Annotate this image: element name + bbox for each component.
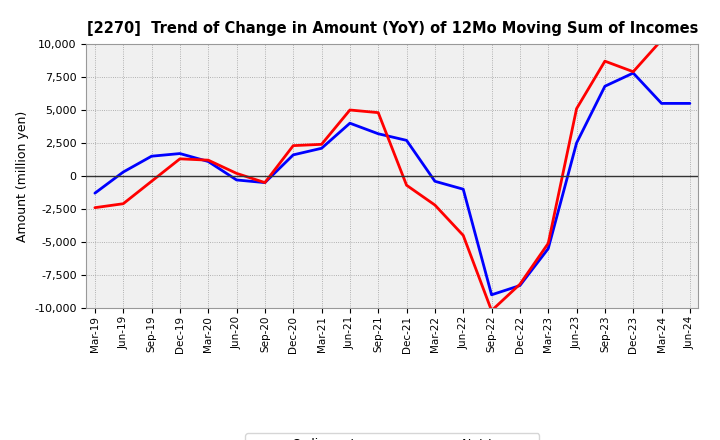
- Ordinary Income: [119, 169, 127, 175]
- Title: [2270]  Trend of Change in Amount (YoY) of 12Mo Moving Sum of Incomes: [2270] Trend of Change in Amount (YoY) o…: [86, 21, 698, 36]
- Ordinary Income: [459, 187, 467, 192]
- Ordinary Income: [204, 159, 212, 164]
- Net Income: [119, 201, 127, 206]
- Net Income: [459, 233, 467, 238]
- Line: Net Income: Net Income: [95, 40, 690, 311]
- Ordinary Income: [431, 179, 439, 184]
- Net Income: [289, 143, 297, 148]
- Net Income: [91, 205, 99, 210]
- Net Income: [261, 180, 269, 185]
- Net Income: [148, 179, 156, 184]
- Ordinary Income: [148, 154, 156, 159]
- Ordinary Income: [572, 140, 581, 146]
- Line: Ordinary Income: Ordinary Income: [95, 73, 690, 295]
- Net Income: [374, 110, 382, 115]
- Net Income: [346, 107, 354, 113]
- Net Income: [233, 171, 241, 176]
- Ordinary Income: [402, 138, 411, 143]
- Net Income: [431, 202, 439, 208]
- Net Income: [572, 106, 581, 111]
- Ordinary Income: [544, 246, 552, 251]
- Ordinary Income: [629, 70, 637, 76]
- Net Income: [176, 156, 184, 161]
- Net Income: [204, 158, 212, 163]
- Ordinary Income: [516, 283, 524, 288]
- Ordinary Income: [318, 146, 326, 151]
- Net Income: [402, 183, 411, 188]
- Ordinary Income: [261, 180, 269, 185]
- Ordinary Income: [233, 177, 241, 183]
- Y-axis label: Amount (million yen): Amount (million yen): [16, 110, 29, 242]
- Net Income: [318, 142, 326, 147]
- Ordinary Income: [176, 151, 184, 156]
- Net Income: [657, 37, 666, 43]
- Legend: Ordinary Income, Net Income: Ordinary Income, Net Income: [246, 433, 539, 440]
- Net Income: [516, 282, 524, 287]
- Ordinary Income: [600, 84, 609, 89]
- Ordinary Income: [685, 101, 694, 106]
- Ordinary Income: [487, 292, 496, 297]
- Net Income: [544, 241, 552, 246]
- Net Income: [685, 37, 694, 43]
- Net Income: [487, 308, 496, 313]
- Net Income: [600, 59, 609, 64]
- Ordinary Income: [289, 152, 297, 158]
- Net Income: [629, 69, 637, 74]
- Ordinary Income: [91, 191, 99, 196]
- Ordinary Income: [657, 101, 666, 106]
- Ordinary Income: [374, 131, 382, 136]
- Ordinary Income: [346, 121, 354, 126]
